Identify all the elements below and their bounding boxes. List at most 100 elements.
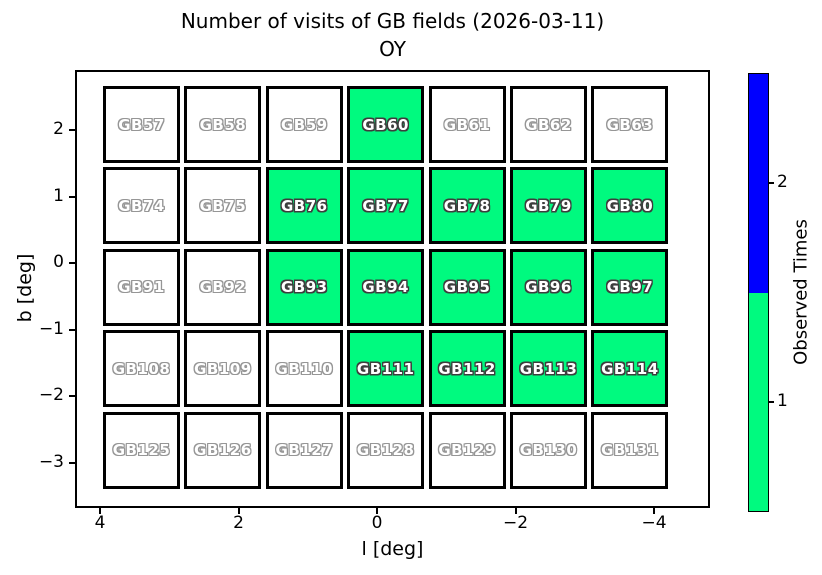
field-label: GB78 — [443, 196, 491, 215]
field-label: GB127 — [275, 441, 334, 460]
field-label: GB95 — [443, 278, 491, 297]
colorbar-tick-mark — [769, 401, 774, 403]
field-label: GB75 — [199, 196, 247, 215]
field-cell-GB126: GB126 — [184, 411, 262, 489]
field-cell-GB60: GB60 — [347, 86, 425, 163]
field-cell-GB62: GB62 — [510, 86, 587, 163]
field-label: GB62 — [525, 115, 572, 134]
colorbar-label: Observed Times — [790, 219, 812, 365]
field-cell-GB112: GB112 — [428, 330, 506, 408]
field-cell-GB97: GB97 — [591, 248, 669, 326]
colorbar-tick-mark — [769, 182, 774, 184]
field-cell-GB110: GB110 — [265, 330, 343, 408]
field-cell-GB127: GB127 — [265, 411, 343, 489]
field-label: GB59 — [280, 115, 328, 134]
x-tick-label: 2 — [233, 513, 244, 533]
field-label: GB91 — [118, 278, 165, 297]
field-label: GB76 — [280, 196, 328, 215]
x-tick-mark — [653, 508, 655, 514]
y-tick-label: −2 — [38, 385, 64, 405]
x-tick-mark — [237, 508, 240, 514]
field-cell-GB79: GB79 — [510, 167, 587, 245]
chart-title: Number of visits of GB fields (2026-03-1… — [180, 9, 605, 33]
field-label: GB126 — [194, 441, 252, 460]
field-label: GB96 — [525, 278, 572, 297]
x-tick-label: −4 — [641, 513, 667, 533]
field-cell-GB131: GB131 — [591, 411, 669, 489]
y-tick-label: −1 — [38, 318, 64, 339]
colorbar-segment-observed-twice — [749, 74, 768, 293]
field-label: GB112 — [438, 359, 496, 378]
field-label: GB128 — [356, 441, 415, 460]
field-label: GB92 — [199, 278, 247, 297]
colorbar-tick-label: 1 — [777, 391, 788, 411]
field-cell-GB77: GB77 — [347, 167, 425, 245]
field-label: GB93 — [280, 278, 328, 297]
field-label: GB74 — [118, 196, 165, 215]
field-cell-GB58: GB58 — [184, 86, 262, 163]
y-tick-mark — [69, 262, 75, 264]
field-cell-GB125: GB125 — [103, 411, 180, 489]
y-tick-label: −3 — [38, 451, 64, 472]
field-cell-GB92: GB92 — [184, 248, 262, 326]
y-axis-label: b [deg] — [14, 253, 36, 323]
colorbar — [748, 73, 769, 512]
field-cell-GB94: GB94 — [347, 248, 425, 326]
chart-subtitle: OY — [379, 37, 406, 61]
field-cell-GB57: GB57 — [103, 86, 180, 163]
field-cell-GB78: GB78 — [428, 167, 506, 245]
field-cell-GB61: GB61 — [428, 86, 506, 163]
y-tick-mark — [69, 395, 75, 397]
field-label: GB130 — [519, 441, 578, 460]
field-label: GB80 — [606, 196, 654, 215]
field-cell-GB91: GB91 — [103, 248, 180, 326]
field-label: GB109 — [194, 359, 252, 378]
field-label: GB63 — [606, 115, 654, 134]
field-label: GB114 — [601, 359, 659, 378]
field-cell-GB111: GB111 — [347, 330, 425, 408]
colorbar-segment-observed-once — [749, 292, 768, 511]
colorbar-tick-label: 2 — [777, 172, 788, 192]
y-tick-label: 2 — [53, 119, 64, 139]
field-cell-GB76: GB76 — [265, 167, 343, 245]
field-cell-GB114: GB114 — [591, 330, 669, 408]
x-axis-label: l [deg] — [361, 538, 424, 560]
field-label: GB60 — [362, 115, 409, 134]
field-cell-GB109: GB109 — [184, 330, 262, 408]
x-tick-label: 0 — [371, 513, 383, 533]
y-tick-label: 1 — [53, 185, 64, 206]
field-label: GB57 — [118, 115, 165, 134]
field-label: GB125 — [112, 441, 171, 460]
field-label: GB58 — [199, 115, 247, 134]
y-tick-mark — [69, 195, 75, 198]
field-cell-GB129: GB129 — [428, 411, 506, 489]
field-label: GB61 — [443, 115, 491, 134]
field-cell-GB108: GB108 — [103, 330, 180, 408]
field-cell-GB74: GB74 — [103, 167, 180, 245]
field-cell-GB96: GB96 — [510, 248, 587, 326]
field-label: GB77 — [362, 196, 409, 215]
field-cell-GB93: GB93 — [265, 248, 343, 326]
field-cell-GB113: GB113 — [510, 330, 587, 408]
field-label: GB129 — [438, 441, 496, 460]
field-cell-GB80: GB80 — [591, 167, 669, 245]
field-label: GB79 — [525, 196, 572, 215]
field-cell-GB59: GB59 — [265, 86, 343, 163]
y-tick-mark — [69, 328, 75, 331]
field-label: GB94 — [362, 278, 409, 297]
x-tick-mark — [99, 508, 101, 514]
x-tick-label: −2 — [502, 513, 529, 533]
field-cell-GB128: GB128 — [347, 411, 425, 489]
x-tick-label: 4 — [94, 513, 106, 533]
y-tick-mark — [69, 129, 75, 131]
y-tick-mark — [69, 461, 75, 464]
field-label: GB131 — [601, 441, 659, 460]
field-label: GB111 — [356, 359, 415, 378]
field-cell-GB75: GB75 — [184, 167, 262, 245]
y-tick-label: 0 — [53, 252, 64, 272]
x-tick-mark — [376, 508, 378, 514]
field-cell-GB130: GB130 — [510, 411, 587, 489]
field-cell-GB95: GB95 — [428, 248, 506, 326]
x-tick-mark — [514, 508, 517, 514]
